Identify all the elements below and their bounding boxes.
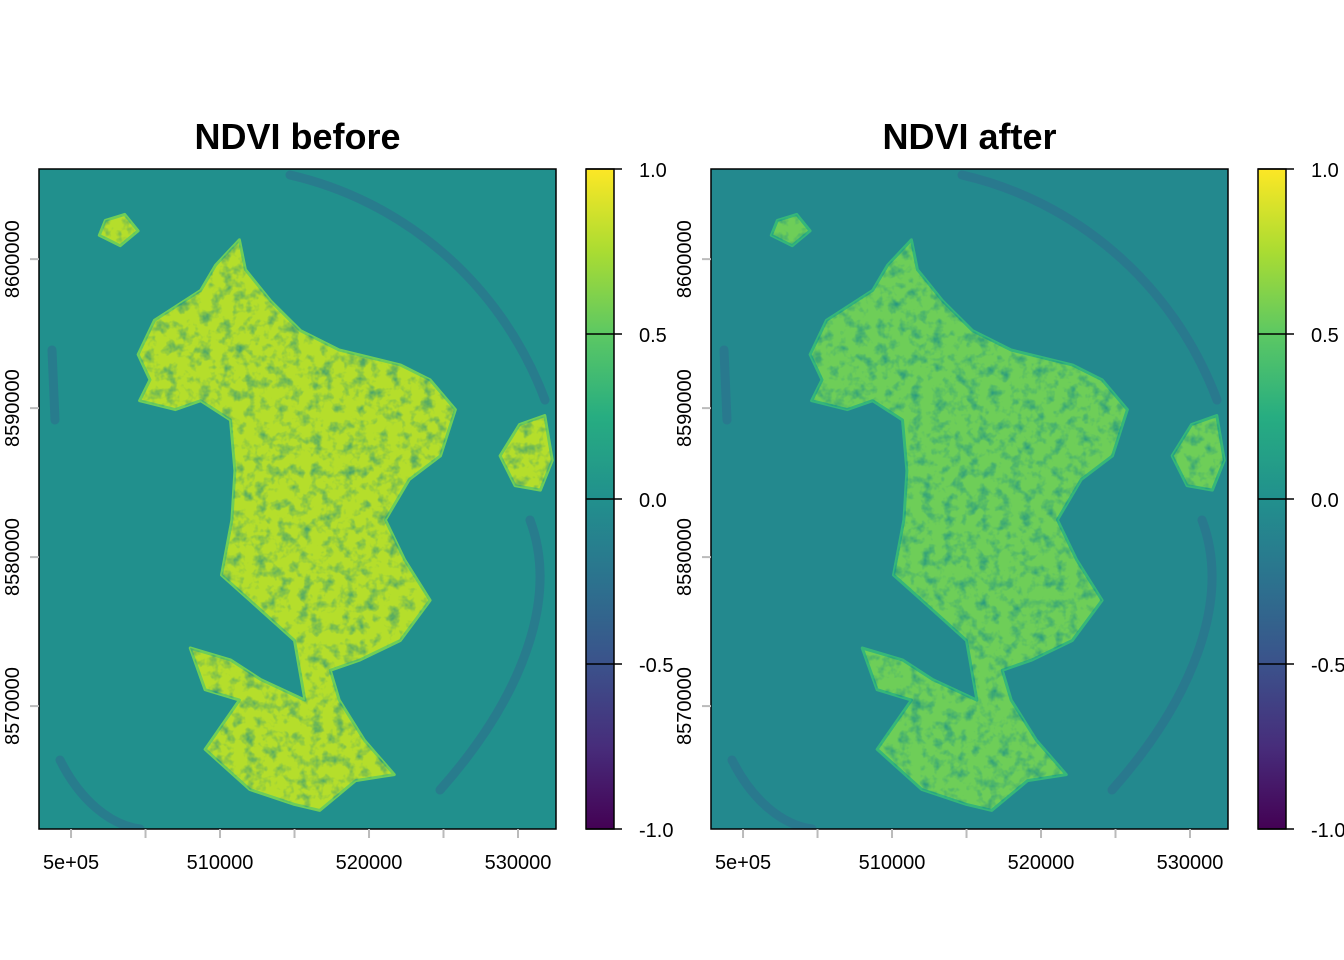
map-panel-after: NDVI after 5e+05 510000 520000 530000 8570000… [674, 116, 1344, 874]
land-texture-main [810, 239, 1128, 811]
land-texture-petite-terre [500, 415, 553, 491]
x-tick-label: 520000 [1008, 852, 1075, 874]
colorbar-tick-label: 1.0 [639, 160, 667, 182]
x-tick-label: 510000 [859, 852, 926, 874]
colorbar-tick-label: -1.0 [639, 820, 673, 842]
colorbar: -1.0 -0.5 0.0 0.5 1.0 [1257, 160, 1344, 842]
raster-area [711, 169, 1228, 829]
y-tick-label: 8580000 [2, 518, 24, 596]
x-tick-label: 520000 [336, 852, 403, 874]
reef-ring [47, 170, 550, 829]
colorbar-tick-label: 0.0 [639, 490, 667, 512]
colorbar-tick-label: 1.0 [1311, 160, 1339, 182]
y-tick-label: 8580000 [674, 518, 696, 596]
land-texture-nw-islet [771, 214, 811, 246]
x-tick-label: 510000 [187, 852, 254, 874]
x-tick-label: 5e+05 [43, 852, 99, 874]
colorbar-tick-label: -1.0 [1311, 820, 1344, 842]
y-tick-label: 8570000 [674, 667, 696, 745]
colorbar-tick-label: -0.5 [639, 655, 673, 677]
plot-frame [710, 168, 1229, 830]
map-panel-before: NDVI before 5e+05 510000 520000 530000 857000… [2, 116, 673, 874]
x-tick-label: 5e+05 [715, 852, 771, 874]
land-texture-nw-islet [99, 214, 139, 246]
y-tick-label: 8570000 [2, 667, 24, 745]
land-texture-petite-terre [1172, 415, 1225, 491]
y-tick-label: 8600000 [2, 220, 24, 298]
x-tick-label: 530000 [1157, 852, 1224, 874]
colorbar-tick-label: 0.0 [1311, 490, 1339, 512]
reef-ring [719, 170, 1222, 829]
panel-title: NDVI after [882, 116, 1056, 157]
colorbar-tick-label: -0.5 [1311, 655, 1344, 677]
land-texture-main [138, 239, 456, 811]
y-tick-label: 8600000 [674, 220, 696, 298]
plot-frame [38, 168, 557, 830]
raster-area [39, 169, 556, 829]
y-tick-label: 8590000 [2, 369, 24, 447]
colorbar-tick-label: 0.5 [1311, 325, 1339, 347]
y-tick-label: 8590000 [674, 369, 696, 447]
colorbar: -1.0 -0.5 0.0 0.5 1.0 [585, 160, 673, 842]
panel-title: NDVI before [194, 116, 400, 157]
x-tick-label: 530000 [485, 852, 552, 874]
colorbar-tick-label: 0.5 [639, 325, 667, 347]
